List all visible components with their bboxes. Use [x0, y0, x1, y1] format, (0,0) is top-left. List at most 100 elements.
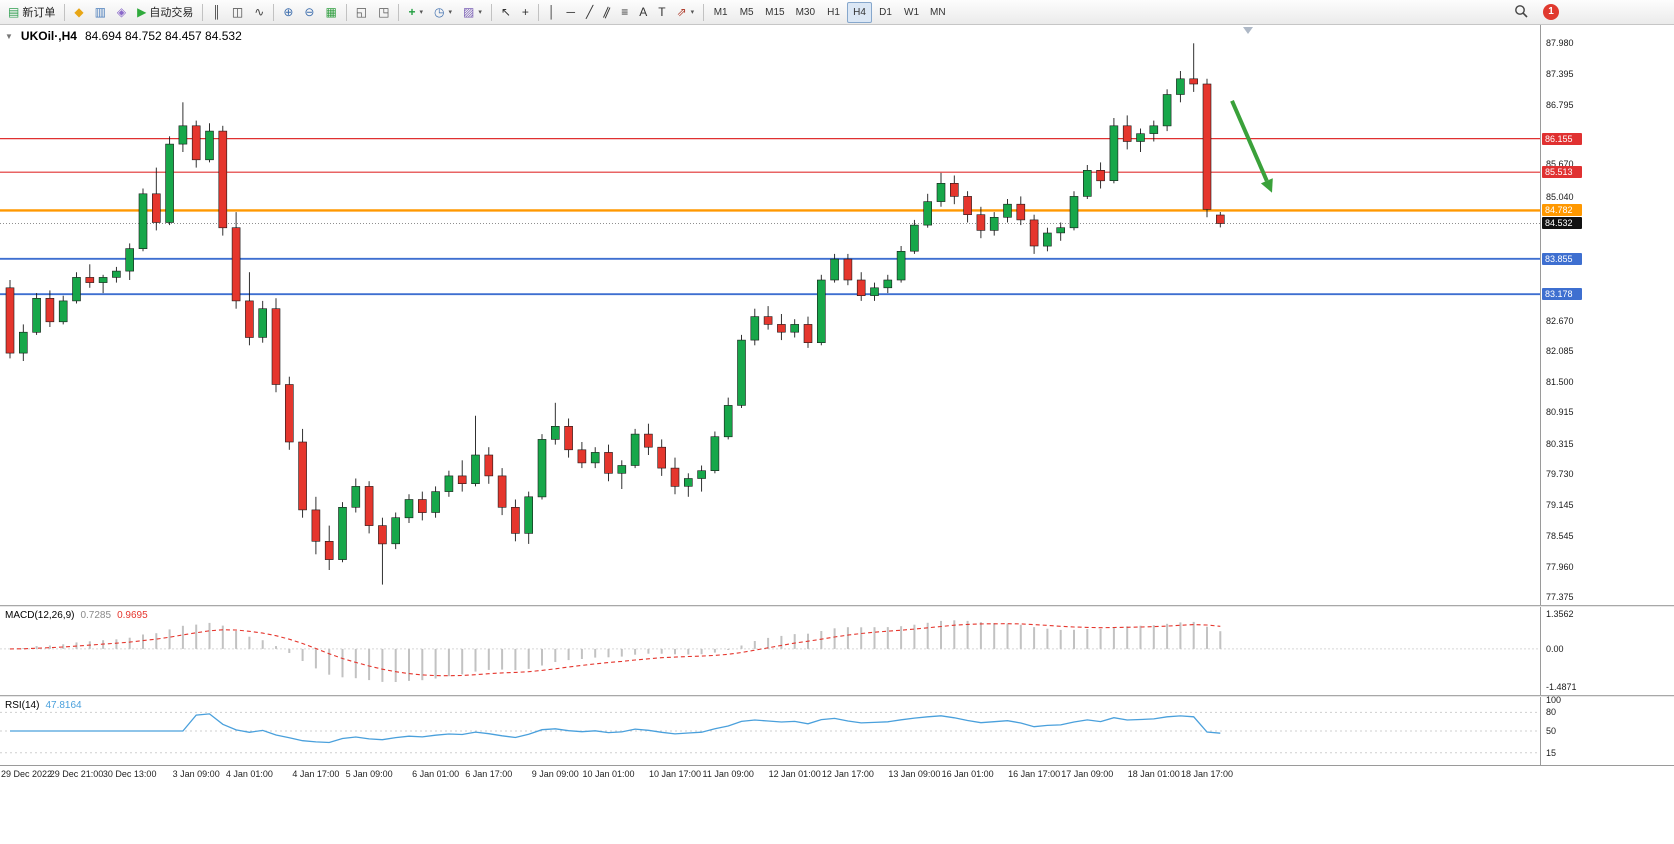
- notification-badge[interactable]: 1: [1543, 4, 1559, 20]
- rsi-pane[interactable]: 100 80 50 15 RSI(14) 47.8164: [0, 695, 1674, 765]
- time-label: 10 Jan 01:00: [582, 769, 635, 779]
- templates-button[interactable]: ▨ ▾: [458, 2, 487, 23]
- price-tick: 86.795: [1546, 100, 1574, 111]
- zoom-in-button[interactable]: ⊕: [278, 2, 298, 23]
- one-click-trading-toggle[interactable]: ▼: [5, 31, 13, 41]
- candlestick-chart-button[interactable]: ◫: [227, 2, 248, 23]
- time-label: 12 Jan 01:00: [768, 769, 821, 779]
- annotation-arrow[interactable]: [1230, 100, 1273, 193]
- cursor-button[interactable]: ↖: [496, 2, 516, 23]
- rsi-canvas[interactable]: [0, 697, 1540, 765]
- periods-button[interactable]: ◷ ▾: [429, 2, 457, 23]
- time-label: 30 Dec 13:00: [102, 769, 157, 779]
- time-label: 18 Jan 17:00: [1180, 769, 1234, 779]
- macd-tick: 0.00: [1546, 643, 1564, 654]
- time-axis[interactable]: 29 Dec 2022 29 Dec 21:00 30 Dec 13:00 3 Jan…: [0, 765, 1674, 782]
- line-chart-button[interactable]: ∿: [249, 2, 269, 23]
- data-window-icon: ▥: [94, 5, 106, 19]
- rsi-axis[interactable]: 100 80 50 15: [1540, 695, 1674, 765]
- timeframe-m30-button[interactable]: M30: [791, 2, 820, 23]
- timeframe-w1-button[interactable]: W1: [899, 2, 924, 23]
- symbol-timeframe: UKOil·,H4: [20, 29, 77, 43]
- cascade-windows-button[interactable]: ◳: [373, 2, 394, 23]
- vertical-line-button[interactable]: │: [543, 2, 561, 23]
- rsi-tick: 15: [1546, 747, 1557, 758]
- cursor-icon: ↖: [500, 5, 511, 19]
- price-level-label[interactable]: 83.855: [1542, 252, 1582, 265]
- price-level-label[interactable]: 85.513: [1542, 166, 1582, 179]
- price-level-label[interactable]: 83.178: [1542, 288, 1582, 301]
- chart-window: 87.980 87.395 86.795 85.670 85.040 82.670 82.0…: [0, 25, 1674, 844]
- price-tick: 87.395: [1546, 68, 1574, 79]
- macd-value-signal: 0.9695: [117, 610, 148, 621]
- bar-chart-button[interactable]: ║: [207, 2, 226, 23]
- crosshair-button[interactable]: +: [517, 2, 534, 23]
- horizontal-line-button[interactable]: ─: [561, 2, 580, 23]
- vertical-line-icon: │: [547, 5, 556, 19]
- fibonacci-button[interactable]: ≡: [616, 2, 633, 23]
- price-pane[interactable]: 87.980 87.395 86.795 85.670 85.040 82.670 82.0…: [0, 25, 1674, 605]
- price-tick: 79.730: [1546, 469, 1574, 480]
- rsi-line: [10, 713, 1221, 744]
- price-level-label[interactable]: 84.782: [1542, 204, 1582, 217]
- macd-signal-line: [9, 623, 1221, 677]
- rsi-level-lines: [0, 711, 1540, 754]
- search-button[interactable]: [1509, 2, 1534, 23]
- market-watch-button[interactable]: ◆: [69, 2, 88, 23]
- timeframe-m5-button[interactable]: M5: [734, 2, 759, 23]
- toolbar-separator: [273, 3, 275, 21]
- tile-windows-button[interactable]: ◱: [351, 2, 372, 23]
- macd-pane[interactable]: 1.3562 0.00 -1.4871 MACD(12,26,9) 0.7285 0…: [0, 607, 1674, 695]
- macd-axis[interactable]: 1.3562 0.00 -1.4871: [1540, 607, 1674, 695]
- text-label-icon: T: [658, 5, 666, 19]
- indicators-button[interactable]: + ▾: [403, 2, 428, 23]
- timeframe-d1-button[interactable]: D1: [873, 2, 898, 23]
- arrows-dropdown-icon[interactable]: ▾: [690, 9, 695, 16]
- price-axis[interactable]: 87.980 87.395 86.795 85.670 85.040 82.670 82.0…: [1540, 25, 1674, 605]
- periods-dropdown-icon[interactable]: ▾: [448, 9, 452, 16]
- price-tick: 87.980: [1546, 38, 1574, 49]
- pane-divider[interactable]: [0, 605, 1674, 607]
- new-order-button[interactable]: ▤ 新订单: [3, 2, 60, 23]
- candles-layer[interactable]: [5, 43, 1225, 585]
- timeframe-h4-button[interactable]: H4: [847, 1, 873, 23]
- templates-dropdown-icon[interactable]: ▾: [478, 9, 482, 16]
- toolbar-separator: [398, 3, 400, 21]
- timeframe-h1-button[interactable]: H1: [821, 2, 846, 23]
- price-level-label[interactable]: 86.155: [1542, 132, 1582, 145]
- macd-tick: 1.3562: [1546, 608, 1574, 619]
- indicators-icon: +: [408, 5, 416, 19]
- bar-chart-icon: ║: [212, 5, 221, 19]
- timeframe-mn-button[interactable]: MN: [925, 2, 951, 23]
- data-window-button[interactable]: ▥: [90, 2, 111, 23]
- time-label: 6 Jan 01:00: [412, 769, 460, 779]
- toolbar-separator: [703, 3, 705, 21]
- text-button[interactable]: A: [634, 2, 652, 23]
- chart-shift-marker[interactable]: [1243, 27, 1253, 34]
- grid-button[interactable]: ▦: [320, 2, 341, 23]
- rsi-tick: 50: [1546, 726, 1557, 736]
- macd-label: MACD(12,26,9) 0.7285 0.9695: [5, 610, 148, 621]
- equidistant-channel-button[interactable]: ∥: [599, 2, 615, 23]
- macd-canvas[interactable]: [0, 607, 1540, 695]
- arrows-button[interactable]: ⇗ ▾: [672, 2, 700, 23]
- navigator-button[interactable]: ◈: [112, 2, 131, 23]
- macd-histogram: [22, 620, 1222, 682]
- indicators-dropdown-icon[interactable]: ▾: [419, 9, 423, 16]
- timeframe-m1-button[interactable]: M1: [708, 2, 733, 23]
- zoom-out-button[interactable]: ⊖: [299, 2, 319, 23]
- rsi-value: 47.8164: [45, 700, 82, 711]
- autotrading-button[interactable]: ▶ 自动交易: [132, 2, 198, 23]
- time-label: 9 Jan 09:00: [531, 769, 579, 779]
- trendline-button[interactable]: ╱: [581, 2, 598, 23]
- pane-divider[interactable]: [0, 695, 1674, 697]
- toolbar-separator: [345, 3, 347, 21]
- price-tick: 82.085: [1546, 346, 1574, 357]
- timeframe-m15-button[interactable]: M15: [760, 2, 789, 23]
- time-label: 18 Jan 01:00: [1127, 769, 1180, 779]
- price-chart-canvas[interactable]: [0, 25, 1540, 605]
- horizontal-line-icon: ─: [566, 5, 575, 19]
- text-label-button[interactable]: T: [653, 2, 670, 23]
- time-label: 16 Jan 17:00: [1008, 769, 1061, 779]
